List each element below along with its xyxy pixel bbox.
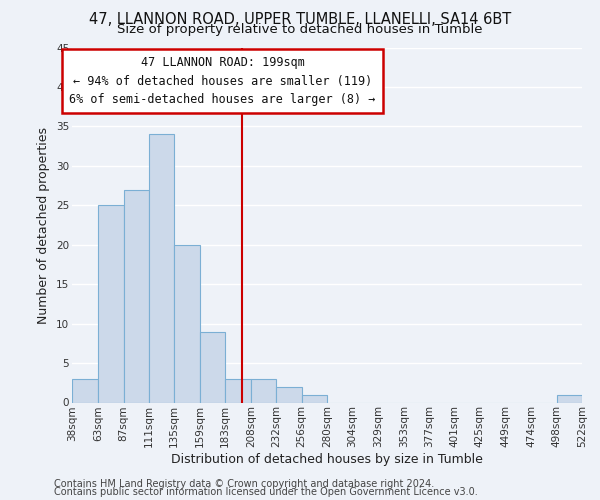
Bar [124, 190, 149, 402]
Y-axis label: Number of detached properties: Number of detached properties [37, 126, 50, 324]
Text: 47 LLANNON ROAD: 199sqm
← 94% of detached houses are smaller (119)
6% of semi-de: 47 LLANNON ROAD: 199sqm ← 94% of detache… [69, 56, 376, 106]
Text: 47, LLANNON ROAD, UPPER TUMBLE, LLANELLI, SA14 6BT: 47, LLANNON ROAD, UPPER TUMBLE, LLANELLI… [89, 12, 511, 28]
Bar [251, 379, 277, 402]
Bar [174, 244, 199, 402]
Bar [277, 386, 302, 402]
Text: Size of property relative to detached houses in Tumble: Size of property relative to detached ho… [117, 24, 483, 36]
Bar [98, 206, 124, 402]
Bar [199, 332, 225, 402]
X-axis label: Distribution of detached houses by size in Tumble: Distribution of detached houses by size … [171, 453, 483, 466]
Bar [302, 394, 327, 402]
Text: Contains public sector information licensed under the Open Government Licence v3: Contains public sector information licen… [54, 487, 478, 497]
Bar [149, 134, 174, 402]
Bar [72, 379, 98, 402]
Text: Contains HM Land Registry data © Crown copyright and database right 2024.: Contains HM Land Registry data © Crown c… [54, 479, 434, 489]
Bar [225, 379, 251, 402]
Bar [557, 394, 582, 402]
